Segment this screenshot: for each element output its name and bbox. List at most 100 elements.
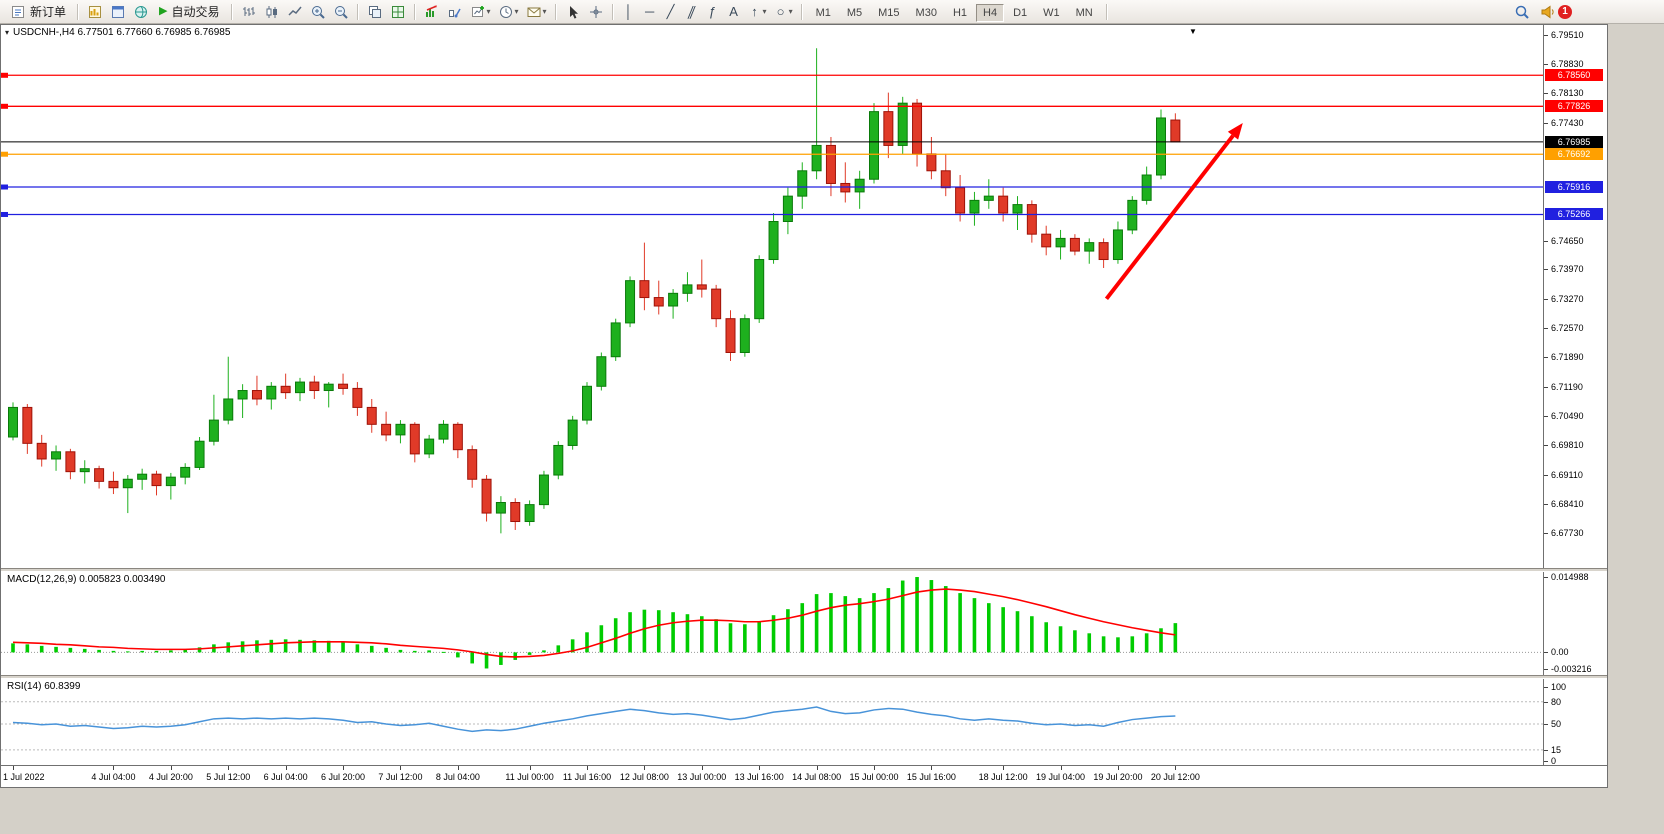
macd-bar — [484, 652, 489, 669]
grid-icon — [391, 5, 404, 18]
line-chart-button[interactable] — [284, 1, 306, 23]
profiles-button[interactable] — [107, 1, 129, 23]
candle-body — [625, 280, 636, 324]
candle-body — [883, 111, 894, 146]
time-tick-label: 13 Jul 00:00 — [677, 772, 727, 782]
price-tick-label: 6.71890 — [1551, 352, 1584, 363]
macd-bar — [743, 624, 747, 653]
toolbar-separator — [77, 3, 80, 20]
charts-button[interactable] — [84, 1, 106, 23]
cursor-tool-button[interactable] — [562, 1, 584, 23]
macd-bar — [68, 647, 73, 653]
pane-splitter[interactable] — [1, 675, 1607, 679]
vertical-line-tool[interactable]: │ — [619, 1, 639, 23]
crosshair-tool-button[interactable] — [585, 1, 607, 23]
candle-body — [1141, 174, 1152, 201]
timeframe-button-m15[interactable]: M15 — [878, 6, 900, 19]
time-tick-label: 20 Jul 12:00 — [1150, 772, 1200, 782]
time-tick-label: 8 Jul 04:00 — [435, 772, 480, 782]
toolbar-separator — [356, 3, 359, 20]
trend-arrow-head[interactable] — [1227, 123, 1243, 140]
macd-bar — [355, 644, 360, 653]
refresh-button[interactable] — [130, 1, 152, 23]
channel-tool[interactable]: ∥ — [682, 1, 702, 23]
timeframe-button-m5[interactable]: M5 — [846, 6, 863, 19]
notification-badge[interactable]: 1 — [1558, 4, 1572, 19]
horizontal-line-tool[interactable]: ─ — [640, 1, 660, 23]
text-tool[interactable]: A — [724, 1, 744, 23]
timeframe-button-mn[interactable]: MN — [1075, 6, 1093, 19]
fibonacci-icon: ƒ — [708, 4, 717, 19]
candlestick-icon — [266, 5, 277, 18]
trendline-icon: ╱ — [666, 4, 675, 19]
timeframe-button-h1[interactable]: H1 — [952, 6, 968, 19]
ohlc-bars-button[interactable] — [238, 1, 260, 23]
timeframe-button-h4[interactable]: H4 — [976, 3, 1005, 22]
macd-bar — [240, 641, 245, 653]
chart-menu-icon[interactable]: ▾ — [5, 28, 10, 37]
macd-axis[interactable]: 0.014988 0.00 -0.003216 — [1543, 572, 1607, 675]
macd-bar — [829, 593, 833, 653]
shapes-tool-dropdown[interactable]: ○ ▾ — [771, 1, 796, 23]
macd-tick-label: 0.00 — [1551, 647, 1569, 658]
price-axis-tick — [1544, 93, 1548, 95]
time-axis[interactable]: 1 Jul 2022 4 Jul 04:00 4 Jul 20:00 5 Jul 12… — [1, 765, 1607, 787]
macd-bar — [1044, 622, 1048, 653]
candle-body — [969, 199, 980, 214]
alerts-button[interactable] — [1537, 1, 1559, 23]
macd-tick-label: 0.014988 — [1551, 572, 1589, 583]
candlestick-chart-button[interactable] — [261, 1, 283, 23]
indicators-button[interactable] — [421, 1, 443, 23]
timeframe-button-m1[interactable]: M1 — [815, 6, 831, 19]
time-axis-tick — [13, 766, 14, 770]
chart-window: 6.79510 6.78830 6.78130 6.77430 6.74650 6.739… — [0, 24, 1608, 788]
macd-bar — [312, 640, 317, 653]
macd-bar — [154, 650, 159, 653]
macd-bar — [1101, 636, 1106, 653]
macd-bar — [613, 618, 618, 653]
autotrading-button[interactable]: ▶ 自动交易 — [153, 1, 225, 23]
macd-bar — [900, 580, 905, 653]
macd-bar — [341, 642, 345, 653]
timeframe-button-w1[interactable]: W1 — [1043, 6, 1060, 19]
new-chart-dropdown[interactable]: ▾ — [467, 1, 494, 23]
candle-body — [854, 178, 865, 193]
macd-bar — [427, 650, 431, 653]
timeframe-button-d1[interactable]: D1 — [1013, 6, 1028, 19]
time-tick-label: 4 Jul 20:00 — [148, 772, 193, 782]
search-button[interactable] — [1511, 1, 1533, 23]
candle-body — [567, 419, 578, 446]
chevron-down-icon: ▾ — [762, 6, 767, 16]
chevron-down-icon: ▾ — [542, 6, 547, 16]
scroll-to-end-marker[interactable]: ▼ — [1189, 27, 1197, 36]
candle-body — [596, 356, 607, 387]
arrange-grid-button[interactable] — [387, 1, 409, 23]
time-axis-tick — [587, 766, 588, 770]
fibonacci-tool[interactable]: ƒ — [703, 1, 723, 23]
trendline-tool[interactable]: ╱ — [661, 1, 681, 23]
time-axis-tick — [529, 766, 531, 770]
trend-arrow-object[interactable] — [1104, 134, 1235, 301]
objects-button[interactable] — [444, 1, 466, 23]
time-axis-tick — [1003, 766, 1005, 770]
price-axis[interactable]: 6.79510 6.78830 6.78130 6.77430 6.74650 6.739… — [1543, 25, 1607, 568]
macd-bar — [1130, 636, 1135, 653]
toolbar-separator — [1105, 3, 1108, 20]
zoom-out-button[interactable] — [330, 1, 352, 23]
time-axis-tick — [1117, 766, 1119, 770]
new-order-button[interactable]: 新订单 — [4, 1, 72, 23]
zoom-in-button[interactable] — [307, 1, 329, 23]
periods-dropdown[interactable]: ▾ — [495, 1, 522, 23]
arrows-tool-dropdown[interactable]: ↑ ▾ — [745, 1, 770, 23]
chart-title-bar: ▾ USDCNH-,H4 6.77501 6.77660 6.76985 6.7… — [5, 27, 230, 38]
macd-bar — [1001, 607, 1005, 653]
time-tick-label: 1 Jul 2022 — [3, 772, 45, 782]
clock-icon — [499, 5, 512, 18]
tile-windows-button[interactable] — [364, 1, 386, 23]
templates-dropdown[interactable]: ▾ — [523, 1, 550, 23]
timeframe-button-m30[interactable]: M30 — [915, 6, 937, 19]
pane-splitter[interactable] — [1, 568, 1607, 572]
rsi-axis[interactable]: 100 80 50 15 0 — [1543, 679, 1607, 766]
search-icon — [1515, 5, 1529, 19]
autotrading-play-icon: ▶ — [159, 5, 168, 17]
